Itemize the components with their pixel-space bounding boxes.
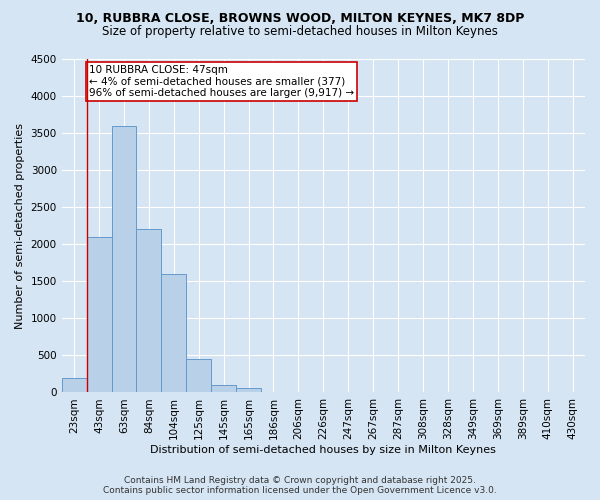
Text: Contains HM Land Registry data © Crown copyright and database right 2025.
Contai: Contains HM Land Registry data © Crown c… (103, 476, 497, 495)
Bar (211, 385, 236, 392)
Y-axis label: Number of semi-detached properties: Number of semi-detached properties (15, 122, 25, 328)
Text: 10, RUBBRA CLOSE, BROWNS WOOD, MILTON KEYNES, MK7 8DP: 10, RUBBRA CLOSE, BROWNS WOOD, MILTON KE… (76, 12, 524, 26)
Bar (236, 388, 261, 392)
Bar (112, 126, 136, 392)
Text: 10 RUBBRA CLOSE: 47sqm
← 4% of semi-detached houses are smaller (377)
96% of sem: 10 RUBBRA CLOSE: 47sqm ← 4% of semi-deta… (89, 65, 354, 98)
X-axis label: Distribution of semi-detached houses by size in Milton Keynes: Distribution of semi-detached houses by … (151, 445, 496, 455)
Text: Size of property relative to semi-detached houses in Milton Keynes: Size of property relative to semi-detach… (102, 25, 498, 38)
Bar (86, 237, 112, 392)
Bar (62, 378, 86, 392)
Bar (161, 274, 186, 392)
Bar (186, 359, 211, 392)
Bar (136, 230, 161, 392)
